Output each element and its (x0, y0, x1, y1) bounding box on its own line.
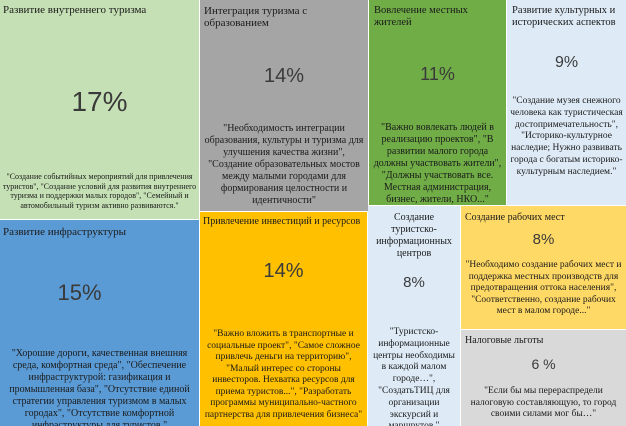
tile-infrastructure: Развитие инфраструктуры 15% "Хорошие дор… (0, 220, 199, 426)
tile-quote: "Создание музея снежного человека как ту… (510, 96, 623, 177)
tile-title: Развитие культурных и исторических аспек… (512, 5, 616, 28)
tile-quote: "Создание событийных мероприятий для при… (2, 172, 197, 210)
tile-quote: "Важно вовлекать людей в реализацию прое… (373, 122, 502, 205)
tile-percent: 11% (420, 64, 455, 84)
tile-cultural-historical: Развитие культурных и исторических аспек… (507, 0, 626, 205)
tile-title: Создание рабочих мест (465, 212, 565, 223)
tile-title: Вовлечение местных жителей (374, 5, 468, 28)
tile-quote: "Необходимо создание рабочих мест и подд… (465, 260, 622, 316)
tile-quote: "Туристско-информационные центры необход… (373, 327, 455, 426)
tile-quote: "Хорошие дороги, качественная внешняя ср… (9, 348, 190, 426)
tile-percent: 14% (263, 260, 304, 282)
tile-percent: 9% (554, 54, 579, 71)
tile-title: Интеграция туризма с образованием (204, 5, 308, 29)
tile-quote: "Важно вложить в транспортные и социальн… (204, 329, 363, 420)
tile-tax-incentives: Налоговые льготы 6 % "Если бы мы перерас… (461, 330, 626, 426)
tile-quote: "Необходимость интеграции образования, к… (204, 123, 364, 206)
tile-percent: 6 % (531, 356, 556, 372)
tile-title: Создание туристско-информационных центро… (376, 212, 452, 259)
tile-local-involvement: Вовлечение местных жителей 11% "Важно во… (369, 0, 506, 205)
tile-percent: 8% (403, 274, 425, 291)
tile-investment: Привлечение инвестиций и ресурсов 14% "В… (200, 212, 367, 426)
tile-percent: 8% (532, 231, 555, 248)
tile-quote: "Если бы мы перераспредели налоговую сос… (470, 386, 617, 419)
tile-title: Налоговые льготы (465, 335, 544, 346)
tile-title: Привлечение инвестиций и ресурсов (203, 216, 361, 227)
tile-percent: 14% (263, 65, 305, 87)
tile-title: Развитие внутреннего туризма (3, 4, 147, 16)
tile-tourist-info-centers: Создание туристско-информационных центро… (368, 206, 460, 426)
tile-title: Развитие инфраструктуры (3, 226, 126, 238)
tile-job-creation: Создание рабочих мест 8% "Необходимо соз… (461, 206, 626, 329)
tile-domestic-tourism: Развитие внутреннего туризма 17% "Создан… (0, 0, 199, 219)
tile-percent: 17% (71, 86, 128, 117)
tile-percent: 15% (57, 280, 102, 305)
tile-education-integration: Интеграция туризма с образованием 14% "Н… (200, 0, 368, 211)
